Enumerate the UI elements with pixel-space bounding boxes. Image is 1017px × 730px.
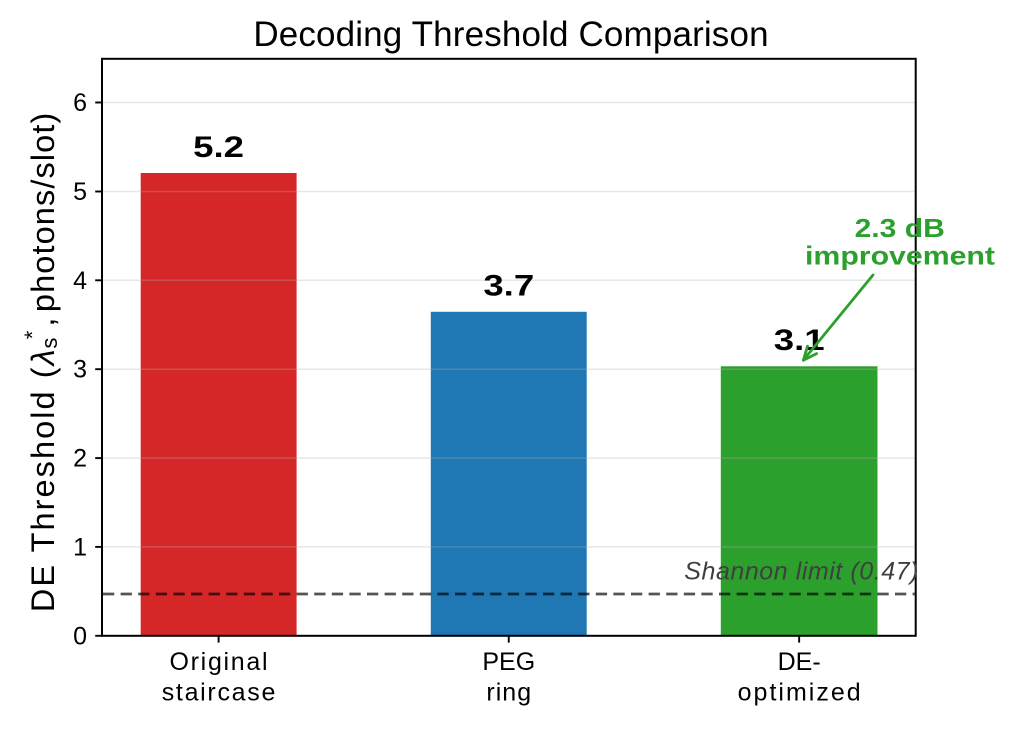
svg-text:optimized: optimized — [738, 679, 863, 707]
svg-text:photons/slot): photons/slot) — [25, 112, 61, 313]
svg-text:ring: ring — [486, 679, 532, 707]
svg-text:DE Threshold (λ: DE Threshold (λ — [25, 347, 61, 612]
svg-text:3.7: 3.7 — [483, 270, 534, 303]
svg-text:3: 3 — [73, 356, 87, 384]
svg-text:*: * — [20, 330, 45, 339]
svg-text:3.1: 3.1 — [774, 324, 825, 357]
svg-text:2: 2 — [73, 445, 87, 473]
svg-text:PEG: PEG — [482, 648, 535, 676]
svg-text:Decoding Threshold Comparison: Decoding Threshold Comparison — [253, 15, 768, 54]
svg-text:5: 5 — [73, 178, 87, 206]
svg-text:4: 4 — [73, 267, 87, 295]
svg-text:improvement: improvement — [805, 242, 995, 270]
svg-text:s: s — [37, 338, 62, 349]
svg-text:1: 1 — [73, 533, 87, 561]
svg-text:staircase: staircase — [162, 679, 277, 707]
svg-text:,: , — [25, 318, 61, 327]
svg-text:DE-: DE- — [778, 648, 821, 676]
svg-text:6: 6 — [73, 89, 87, 117]
svg-text:Original: Original — [170, 648, 270, 676]
svg-text:2.3 dB: 2.3 dB — [855, 214, 945, 242]
svg-text:5.2: 5.2 — [193, 131, 244, 164]
svg-text:0: 0 — [73, 622, 87, 650]
svg-text:Shannon limit (0.47): Shannon limit (0.47) — [684, 558, 919, 586]
